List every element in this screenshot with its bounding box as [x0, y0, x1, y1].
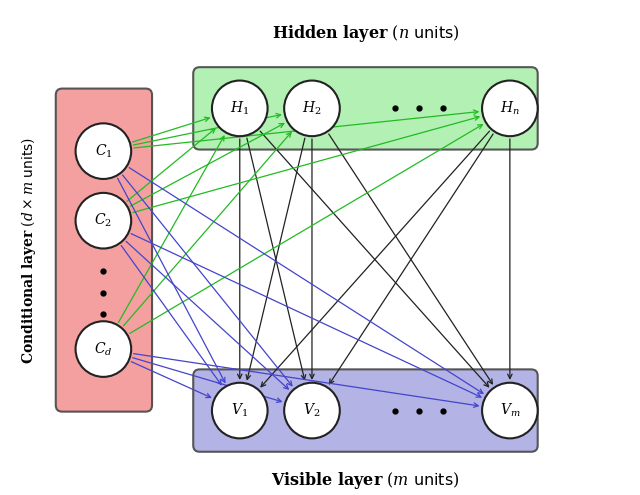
Circle shape: [76, 321, 131, 377]
Circle shape: [212, 81, 268, 136]
Text: $\mathbf{Conditional\ layer}$ $(d \times m$ units$)$: $\mathbf{Conditional\ layer}$ $(d \times…: [19, 137, 38, 364]
Text: $V_m$: $V_m$: [500, 402, 520, 419]
Circle shape: [482, 81, 538, 136]
Circle shape: [482, 383, 538, 439]
Text: $V_2$: $V_2$: [303, 402, 321, 419]
Text: $H_1$: $H_1$: [230, 99, 250, 117]
Circle shape: [76, 123, 131, 179]
Circle shape: [76, 193, 131, 248]
Text: $\mathbf{Hidden\ layer}$ $(n$ units$)$: $\mathbf{Hidden\ layer}$ $(n$ units$)$: [271, 23, 460, 44]
FancyBboxPatch shape: [193, 67, 538, 149]
Text: $H_n$: $H_n$: [500, 99, 520, 117]
Text: $C_1$: $C_1$: [95, 143, 112, 160]
Circle shape: [284, 383, 340, 439]
FancyBboxPatch shape: [56, 89, 152, 412]
Text: $V_1$: $V_1$: [231, 402, 248, 419]
Text: $\mathbf{Visible\ layer}$ $(m$ units$)$: $\mathbf{Visible\ layer}$ $(m$ units$)$: [271, 470, 460, 491]
Circle shape: [212, 383, 268, 439]
FancyBboxPatch shape: [193, 369, 538, 452]
Circle shape: [284, 81, 340, 136]
Text: $H_2$: $H_2$: [302, 99, 322, 117]
Text: $C_2$: $C_2$: [95, 212, 112, 229]
Text: $C_d$: $C_d$: [94, 341, 113, 358]
